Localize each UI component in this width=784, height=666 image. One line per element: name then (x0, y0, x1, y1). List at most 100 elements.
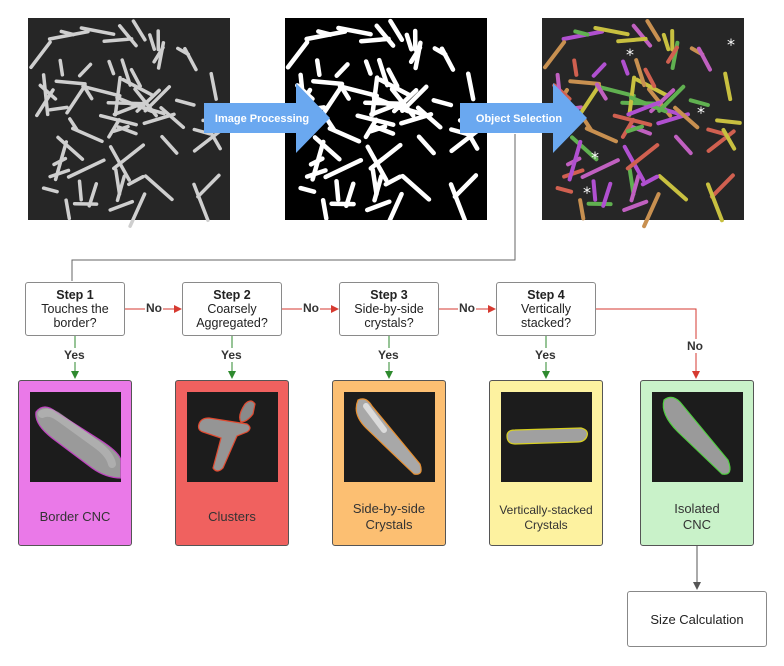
mask-particle (298, 185, 317, 194)
mask-particle (388, 18, 405, 43)
marker-asterisk: * (697, 103, 705, 122)
classified-particle (593, 26, 630, 37)
object-selection-arrow: Object Selection (460, 83, 587, 153)
raw-particle (41, 73, 50, 117)
step4-text-line2: stacked? (520, 316, 572, 330)
mask-particle (358, 36, 391, 44)
raw-particle (47, 29, 90, 41)
classified-particle (573, 29, 590, 37)
classified-particle (591, 62, 607, 78)
raw-particle (81, 84, 122, 98)
raw-particle (143, 85, 172, 113)
mask-particle (321, 83, 345, 116)
raw-particle (207, 128, 222, 151)
classified-particle (666, 45, 679, 64)
classified-particle (595, 84, 636, 98)
step1-box: Step 1 Touches the border? (25, 282, 125, 336)
step2-box: Step 2 Coarsely Aggregated? (182, 282, 282, 336)
mask-particle (320, 197, 329, 221)
classified-particle (706, 127, 727, 136)
raw-particle (112, 143, 146, 171)
clusters-thumbnail (187, 392, 278, 482)
mask-particle (363, 117, 379, 140)
classified-particle (709, 173, 735, 199)
raw-particle (120, 58, 132, 87)
classified-particle (625, 143, 660, 171)
marker-asterisk: * (591, 148, 599, 167)
raw-particle (112, 124, 130, 133)
classified-particle (688, 98, 710, 107)
raw-particle (66, 158, 106, 179)
classified-particle (625, 124, 644, 134)
marker-asterisk: * (583, 183, 591, 202)
mask-particle (452, 173, 479, 199)
raw-particle (79, 26, 116, 36)
classified-particle (595, 82, 608, 101)
mask-particle (448, 182, 468, 223)
raw-particle (81, 82, 94, 101)
classified-particle (621, 59, 630, 76)
step3-text-line2: crystals? (364, 316, 414, 330)
step1-text-line1: Touches the (41, 302, 109, 316)
step4-text-line1: Vertically (520, 302, 572, 316)
classified-particle (657, 84, 686, 113)
raw-particle (209, 71, 218, 101)
classified-particle (643, 67, 657, 89)
mask-particle (400, 84, 429, 114)
mask-particle (408, 45, 423, 65)
raw-particle (143, 174, 174, 202)
mask-particle (336, 25, 373, 37)
mask-particle (431, 98, 454, 108)
classified-particle (706, 129, 736, 153)
raw-particle (152, 45, 165, 64)
mask-particle (465, 71, 476, 102)
border-cnc-card: Border CNC (18, 380, 132, 546)
mask-particle (337, 82, 351, 101)
classified-particle (580, 158, 620, 179)
side-by-side-caption-line1: Side-by-side (352, 501, 426, 516)
mask-particle (316, 29, 333, 37)
raw-particle (192, 127, 213, 136)
yes-label-4: Yes (534, 348, 557, 362)
classified-particle (721, 128, 737, 151)
classified-particle (616, 36, 648, 44)
raw-particle (159, 106, 186, 130)
classified-particle (567, 139, 583, 182)
raw-particle (131, 19, 147, 42)
raw-particle (64, 198, 72, 221)
mask-particle (383, 174, 403, 187)
classified-particle (568, 79, 601, 86)
raw-particle (87, 182, 99, 208)
classified-particle (645, 19, 661, 42)
raw-particle (68, 117, 79, 132)
mask-particle (327, 126, 362, 144)
classified-particle (715, 118, 742, 125)
raw-particle (77, 179, 83, 202)
mask-particle (404, 32, 414, 52)
raw-particle (192, 129, 222, 153)
border-cnc-caption: Border CNC (39, 509, 111, 524)
classified-particle (622, 199, 649, 212)
vertically-stacked-caption-line2: Crystals (524, 518, 568, 532)
step1-text-line2: border? (53, 316, 97, 330)
classified-particle (696, 46, 712, 72)
no-label-1: No (145, 301, 163, 315)
classified-particle (673, 105, 700, 130)
raw-particle (148, 33, 157, 51)
mask-particle (323, 157, 364, 180)
mask-particle (416, 134, 436, 156)
mask-particle (334, 62, 350, 78)
classified-particle (579, 83, 601, 115)
mask-particle (449, 129, 479, 154)
classified-particle (723, 71, 733, 102)
mask-particle (368, 124, 388, 134)
raw-particle (65, 83, 87, 115)
step2-text-line2: Aggregated? (196, 316, 268, 330)
mask-particle (386, 67, 400, 89)
raw-particle (196, 173, 221, 199)
classified-particle (706, 182, 724, 223)
raw-particle (77, 62, 93, 78)
raw-particle (53, 140, 69, 182)
marker-asterisk: * (626, 45, 634, 64)
